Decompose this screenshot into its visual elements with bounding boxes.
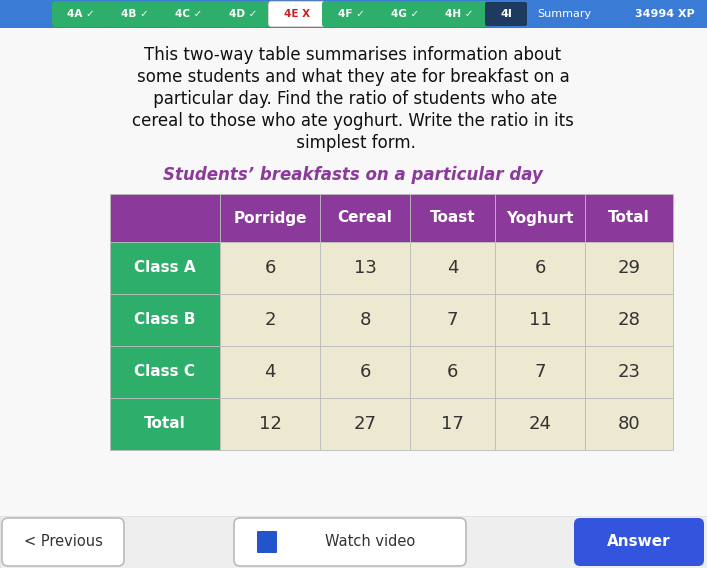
Bar: [585, 346, 673, 398]
FancyBboxPatch shape: [322, 1, 380, 27]
Bar: [220, 346, 320, 398]
FancyBboxPatch shape: [268, 1, 326, 27]
Text: 6: 6: [264, 259, 276, 277]
Text: 7: 7: [447, 311, 458, 329]
Bar: [410, 242, 495, 294]
Text: 13: 13: [354, 259, 376, 277]
FancyBboxPatch shape: [160, 1, 218, 27]
Text: 80: 80: [618, 415, 641, 433]
Bar: [220, 242, 320, 294]
Text: 23: 23: [617, 363, 641, 381]
FancyBboxPatch shape: [430, 1, 488, 27]
FancyBboxPatch shape: [376, 1, 434, 27]
Bar: [585, 194, 673, 242]
Text: Cereal: Cereal: [337, 211, 392, 225]
Text: Yoghurt: Yoghurt: [506, 211, 574, 225]
Bar: [110, 242, 220, 294]
Text: cereal to those who ate yoghurt. Write the ratio in its: cereal to those who ate yoghurt. Write t…: [132, 112, 574, 130]
Text: 4: 4: [447, 259, 458, 277]
Bar: [220, 294, 320, 346]
Bar: [0, 516, 707, 568]
Bar: [585, 294, 673, 346]
Text: Class B: Class B: [134, 312, 196, 328]
Bar: [320, 346, 410, 398]
Text: Students’ breakfasts on a particular day: Students’ breakfasts on a particular day: [163, 166, 543, 184]
FancyBboxPatch shape: [52, 1, 110, 27]
Text: Summary: Summary: [537, 9, 591, 19]
Text: 6: 6: [534, 259, 546, 277]
Text: 6: 6: [359, 363, 370, 381]
Bar: [410, 194, 495, 242]
Text: Class C: Class C: [134, 365, 196, 379]
Bar: [110, 398, 220, 450]
Text: 24: 24: [529, 415, 551, 433]
Text: 29: 29: [617, 259, 641, 277]
Text: 4F ✓: 4F ✓: [337, 9, 364, 19]
Bar: [410, 346, 495, 398]
Text: 4A ✓: 4A ✓: [67, 9, 95, 19]
Text: simplest form.: simplest form.: [291, 134, 416, 152]
Bar: [320, 398, 410, 450]
Text: 34994 XP: 34994 XP: [636, 9, 695, 19]
Bar: [410, 294, 495, 346]
Bar: [495, 194, 585, 242]
Bar: [585, 242, 673, 294]
Bar: [585, 398, 673, 450]
FancyBboxPatch shape: [485, 2, 527, 26]
Bar: [220, 398, 320, 450]
FancyBboxPatch shape: [574, 518, 704, 566]
Text: some students and what they ate for breakfast on a: some students and what they ate for brea…: [136, 68, 569, 86]
Bar: [0, 28, 707, 516]
Text: Watch video: Watch video: [325, 534, 415, 549]
Text: 4: 4: [264, 363, 276, 381]
Text: Total: Total: [608, 211, 650, 225]
Bar: [110, 194, 220, 242]
Text: 28: 28: [617, 311, 641, 329]
Text: 12: 12: [259, 415, 281, 433]
Text: 4I: 4I: [500, 9, 512, 19]
Text: 4E X: 4E X: [284, 9, 310, 19]
Text: 4G ✓: 4G ✓: [391, 9, 419, 19]
Text: Toast: Toast: [430, 211, 475, 225]
Text: Total: Total: [144, 416, 186, 432]
Bar: [495, 398, 585, 450]
Text: Class A: Class A: [134, 261, 196, 275]
Text: This two-way table summarises information about: This two-way table summarises informatio…: [144, 46, 561, 64]
Bar: [110, 346, 220, 398]
Bar: [0, 0, 707, 28]
Bar: [220, 194, 320, 242]
FancyBboxPatch shape: [257, 531, 277, 553]
Text: 4B ✓: 4B ✓: [121, 9, 149, 19]
Text: particular day. Find the ratio of students who ate: particular day. Find the ratio of studen…: [148, 90, 558, 108]
Text: 4D ✓: 4D ✓: [229, 9, 257, 19]
FancyBboxPatch shape: [214, 1, 272, 27]
Text: 8: 8: [359, 311, 370, 329]
Bar: [495, 346, 585, 398]
Bar: [495, 294, 585, 346]
Bar: [320, 242, 410, 294]
Bar: [410, 398, 495, 450]
Bar: [495, 242, 585, 294]
Bar: [110, 294, 220, 346]
Bar: [320, 194, 410, 242]
Text: 11: 11: [529, 311, 551, 329]
Text: 17: 17: [441, 415, 464, 433]
Text: 4C ✓: 4C ✓: [175, 9, 203, 19]
Text: 7: 7: [534, 363, 546, 381]
FancyBboxPatch shape: [106, 1, 164, 27]
Text: 4H ✓: 4H ✓: [445, 9, 473, 19]
Text: 6: 6: [447, 363, 458, 381]
Text: Porridge: Porridge: [233, 211, 307, 225]
Text: 2: 2: [264, 311, 276, 329]
FancyBboxPatch shape: [2, 518, 124, 566]
Bar: [320, 294, 410, 346]
FancyBboxPatch shape: [234, 518, 466, 566]
Text: < Previous: < Previous: [23, 534, 103, 549]
Text: Answer: Answer: [607, 534, 671, 549]
Text: 27: 27: [354, 415, 377, 433]
